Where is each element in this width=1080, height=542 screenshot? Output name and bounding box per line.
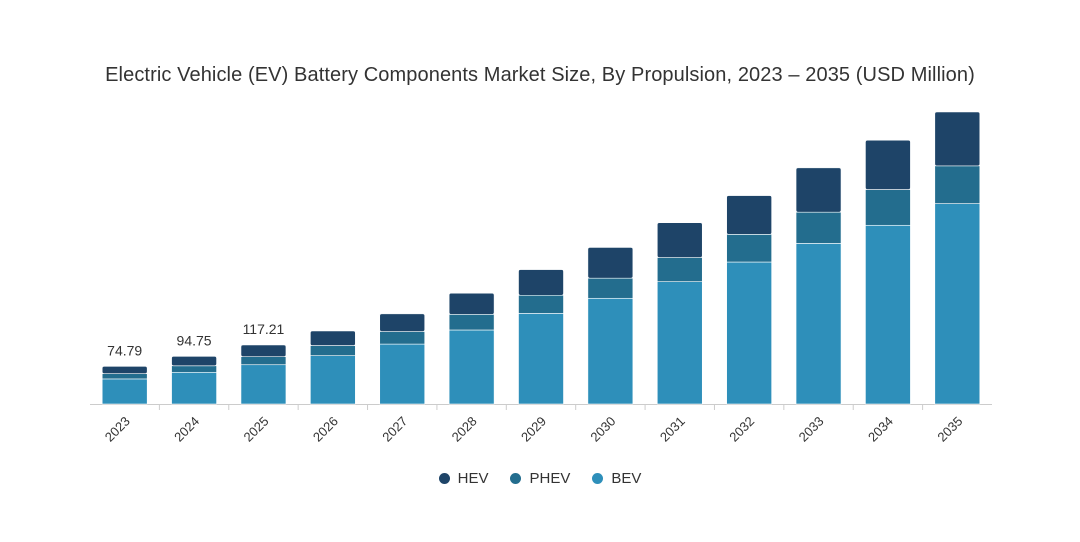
legend-swatch-phev <box>510 473 522 484</box>
x-tick-label-2031: 2031 <box>657 414 688 445</box>
legend-item-phev[interactable]: PHEV <box>510 470 570 487</box>
bar-hev-2031[interactable] <box>656 222 703 258</box>
bar-bev-2035[interactable] <box>934 203 981 405</box>
bar-phev-2034[interactable] <box>865 189 911 226</box>
x-tick-label-2025: 2025 <box>241 414 272 445</box>
bar-stack-2035 <box>934 111 981 405</box>
bar-stack-2033 <box>795 167 842 405</box>
bar-phev-2030[interactable] <box>587 277 634 299</box>
bar-stack-2025 <box>240 344 287 405</box>
data-label-2023: 74.79 <box>107 342 142 358</box>
bar-hev-2027[interactable] <box>379 313 426 332</box>
bar-bev-2026[interactable] <box>310 355 356 405</box>
x-tick-label-2027: 2027 <box>379 414 410 445</box>
bar-hev-2023[interactable] <box>101 366 148 374</box>
bar-bev-2024[interactable] <box>171 371 217 405</box>
x-tick-label-2023: 2023 <box>102 414 133 445</box>
legend-label-hev: HEV <box>457 470 489 487</box>
bar-bev-2025[interactable] <box>240 364 287 405</box>
bar-phev-2026[interactable] <box>310 345 356 356</box>
bar-stack-2031 <box>656 222 703 405</box>
bar-phev-2027[interactable] <box>379 331 426 345</box>
legend-item-hev[interactable]: HEV <box>438 470 489 487</box>
bar-phev-2035[interactable] <box>934 165 981 204</box>
bar-phev-2024[interactable] <box>171 365 217 373</box>
data-label-2024: 94.75 <box>177 332 212 348</box>
x-tick-label-2024: 2024 <box>171 414 202 445</box>
bar-hev-2028[interactable] <box>448 292 495 315</box>
bar-stack-2029 <box>518 269 564 405</box>
bar-phev-2025[interactable] <box>240 356 287 366</box>
bar-stack-2028 <box>448 292 495 405</box>
bar-stack-2023 <box>101 366 148 405</box>
bar-phev-2028[interactable] <box>448 314 495 331</box>
x-tick-label-2032: 2032 <box>726 414 757 445</box>
bar-bev-2031[interactable] <box>656 281 703 405</box>
chart-title: Electric Vehicle (EV) Battery Components… <box>105 64 975 86</box>
bar-stack-2026 <box>310 330 356 405</box>
bar-hev-2025[interactable] <box>240 344 287 357</box>
bar-hev-2034[interactable] <box>865 139 911 190</box>
bar-bev-2034[interactable] <box>865 224 911 405</box>
bar-hev-2035[interactable] <box>934 111 981 167</box>
bar-phev-2031[interactable] <box>656 257 703 282</box>
bar-stack-2030 <box>587 247 634 405</box>
bar-bev-2027[interactable] <box>379 343 426 405</box>
legend-label-bev: BEV <box>611 470 642 487</box>
bar-stack-2027 <box>379 313 426 405</box>
bar-bev-2028[interactable] <box>448 329 495 405</box>
bar-bev-2029[interactable] <box>518 313 564 405</box>
legend-item-bev[interactable]: BEV <box>592 470 641 487</box>
x-tick-label-2026: 2026 <box>310 414 341 445</box>
bar-phev-2023[interactable] <box>101 373 148 380</box>
x-tick-label-2028: 2028 <box>449 414 480 445</box>
legend-swatch-hev <box>438 473 450 484</box>
chart-legend: HEV PHEV BEV <box>0 470 1080 487</box>
bar-hev-2032[interactable] <box>726 195 772 235</box>
data-label-2025: 117.21 <box>243 321 285 337</box>
bar-hev-2024[interactable] <box>171 355 217 367</box>
bar-phev-2032[interactable] <box>726 234 772 263</box>
bar-phev-2033[interactable] <box>795 211 842 244</box>
bar-stack-2032 <box>726 195 772 405</box>
bar-stack-2034 <box>865 139 911 405</box>
bar-hev-2030[interactable] <box>587 247 634 279</box>
legend-swatch-bev <box>592 473 604 484</box>
bar-bev-2023[interactable] <box>101 378 148 405</box>
legend-label-phev: PHEV <box>529 470 571 487</box>
x-tick-label-2033: 2033 <box>796 414 827 445</box>
bar-bev-2030[interactable] <box>587 297 634 405</box>
bar-bev-2033[interactable] <box>795 243 842 405</box>
bar-bev-2032[interactable] <box>726 261 772 405</box>
x-tick-label-2035: 2035 <box>934 414 965 445</box>
bar-hev-2029[interactable] <box>518 269 564 296</box>
x-tick-label-2029: 2029 <box>518 414 549 445</box>
bar-stack-2024 <box>171 355 217 405</box>
bar-hev-2026[interactable] <box>310 330 356 346</box>
x-tick-label-2034: 2034 <box>865 414 896 445</box>
bar-phev-2029[interactable] <box>518 294 564 314</box>
x-tick-label-2030: 2030 <box>587 414 618 445</box>
bar-hev-2033[interactable] <box>795 167 842 213</box>
